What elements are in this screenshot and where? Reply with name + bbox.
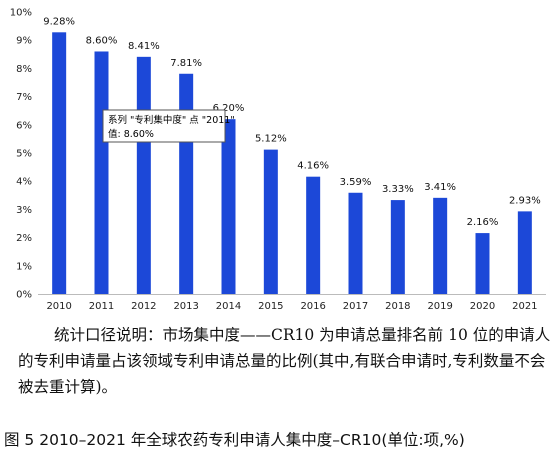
x-tick-label-2021: 2021 <box>512 301 537 312</box>
y-tick-label: 10% <box>10 8 32 19</box>
y-tick-label: 0% <box>16 290 32 301</box>
data-labels: 9.28% 8.60% 8.41% 7.81% 6.20% 5.12% 4.16% 3.59%… <box>43 16 540 228</box>
bar-2015 <box>263 149 278 294</box>
bar-2020 <box>475 233 490 294</box>
bar-2010 <box>52 32 67 294</box>
x-tick-label-2015: 2015 <box>258 301 283 312</box>
x-tick-label-2011: 2011 <box>89 301 114 312</box>
y-tick-label: 5% <box>16 149 32 160</box>
bars <box>52 32 532 295</box>
data-label-2010: 9.28% <box>43 16 75 27</box>
y-tick-label: 9% <box>16 36 32 47</box>
bar-2017 <box>348 192 363 294</box>
tooltip-line-2: 值: 8.60% <box>108 128 154 140</box>
x-tick-label-2016: 2016 <box>300 301 325 312</box>
data-label-2020: 2.16% <box>467 217 499 228</box>
y-tick-label: 4% <box>16 177 32 188</box>
y-tick-label: 3% <box>16 205 32 216</box>
bar-2014 <box>221 119 236 294</box>
data-label-2014: 6.20% <box>213 103 245 114</box>
x-tick-label-2010: 2010 <box>46 301 71 312</box>
bar-2013 <box>179 73 194 295</box>
bar-2016 <box>306 176 321 294</box>
tooltip: 系列 "专利集中度" 点 "2011" 值: 8.60% <box>102 109 235 143</box>
bar-chart: 0% 1% 2% 3% 4% 5% 6% 7% 8% 9% 10% 9.28% 8.60% 8.41% 7… <box>10 8 546 312</box>
data-label-2017: 3.59% <box>340 177 372 188</box>
x-tick-label-2020: 2020 <box>470 301 495 312</box>
bar-2011 <box>94 51 109 295</box>
bar-2012 <box>136 56 151 295</box>
data-label-2012: 8.41% <box>128 41 160 52</box>
y-axis: 0% 1% 2% 3% 4% 5% 6% 7% 8% 9% 10% <box>10 8 32 301</box>
bar-2019 <box>433 197 448 294</box>
bar-2021 <box>517 211 532 294</box>
y-tick-label: 7% <box>16 92 32 103</box>
tooltip-box <box>102 109 226 143</box>
y-tick-label: 6% <box>16 120 32 131</box>
y-tick-label: 2% <box>16 233 32 244</box>
x-tick-label-2017: 2017 <box>343 301 368 312</box>
x-tick-label-2019: 2019 <box>427 301 452 312</box>
data-label-2016: 4.16% <box>297 161 329 172</box>
data-label-2019: 3.41% <box>424 182 456 193</box>
bar-2018 <box>390 200 405 294</box>
x-tick-label-2013: 2013 <box>173 301 198 312</box>
statistics-note: 统计口径说明：市场集中度——CR10 为申请总量排名前 10 位的申请人的专利申… <box>18 326 551 396</box>
x-tick-label-2018: 2018 <box>385 301 410 312</box>
y-tick-label: 1% <box>16 261 32 272</box>
figure-caption: 图 5 2010–2021 年全球农药专利申请人集中度–CR10(单位:项,%) <box>4 431 465 449</box>
data-label-2021: 2.93% <box>509 195 541 206</box>
tooltip-line-1: 系列 "专利集中度" 点 "2011" <box>108 114 235 126</box>
y-tick-label: 8% <box>16 64 32 75</box>
data-label-2013: 7.81% <box>170 58 202 69</box>
x-tick-label-2012: 2012 <box>131 301 156 312</box>
x-axis: 2010 2011 2012 2013 2014 2015 2016 2017 2018 2019… <box>46 301 537 312</box>
x-tick-label-2014: 2014 <box>216 301 241 312</box>
data-label-2015: 5.12% <box>255 134 287 145</box>
data-label-2011: 8.60% <box>86 35 118 46</box>
data-label-2018: 3.33% <box>382 184 414 195</box>
